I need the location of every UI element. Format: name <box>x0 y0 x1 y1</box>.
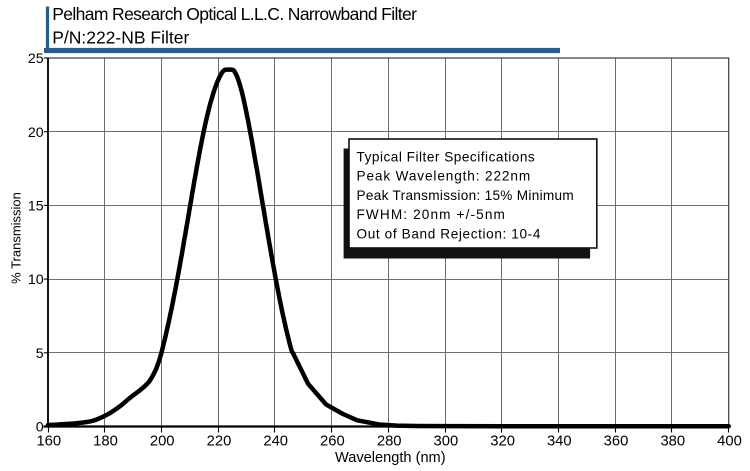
svg-text:P/N:222-NB Filter: P/N:222-NB Filter <box>52 28 189 48</box>
svg-text:300: 300 <box>434 434 459 450</box>
svg-text:380: 380 <box>660 434 685 450</box>
svg-text:260: 260 <box>320 434 345 450</box>
svg-text:160: 160 <box>36 434 61 450</box>
svg-text:Wavelength (nm): Wavelength (nm) <box>335 450 446 466</box>
svg-text:200: 200 <box>150 434 175 450</box>
svg-text:400: 400 <box>717 434 742 450</box>
svg-text:340: 340 <box>547 434 572 450</box>
svg-text:180: 180 <box>93 434 118 450</box>
svg-text:5: 5 <box>36 346 44 362</box>
svg-text:Peak Wavelength: 222nm: Peak Wavelength: 222nm <box>357 169 532 184</box>
svg-text:20: 20 <box>28 125 44 141</box>
svg-text:Pelham Research Optical L.L.C.: Pelham Research Optical L.L.C. Narrowban… <box>52 4 417 24</box>
svg-text:360: 360 <box>604 434 629 450</box>
svg-text:FWHM: 20nm +/-5nm: FWHM: 20nm +/-5nm <box>357 207 507 222</box>
svg-text:280: 280 <box>377 434 402 450</box>
svg-text:240: 240 <box>263 434 288 450</box>
svg-text:% Transmission: % Transmission <box>8 192 23 284</box>
svg-text:Out of Band Rejection: 10-4: Out of Band Rejection: 10-4 <box>357 227 542 242</box>
svg-text:Peak Transmission: 15% Minimum: Peak Transmission: 15% Minimum <box>357 188 575 203</box>
svg-text:220: 220 <box>207 434 232 450</box>
svg-text:15: 15 <box>28 199 44 215</box>
svg-text:Typical Filter Specifications: Typical Filter Specifications <box>357 149 536 164</box>
svg-text:25: 25 <box>28 51 44 67</box>
svg-text:320: 320 <box>490 434 515 450</box>
svg-text:10: 10 <box>28 272 44 288</box>
svg-text:0: 0 <box>36 420 44 436</box>
